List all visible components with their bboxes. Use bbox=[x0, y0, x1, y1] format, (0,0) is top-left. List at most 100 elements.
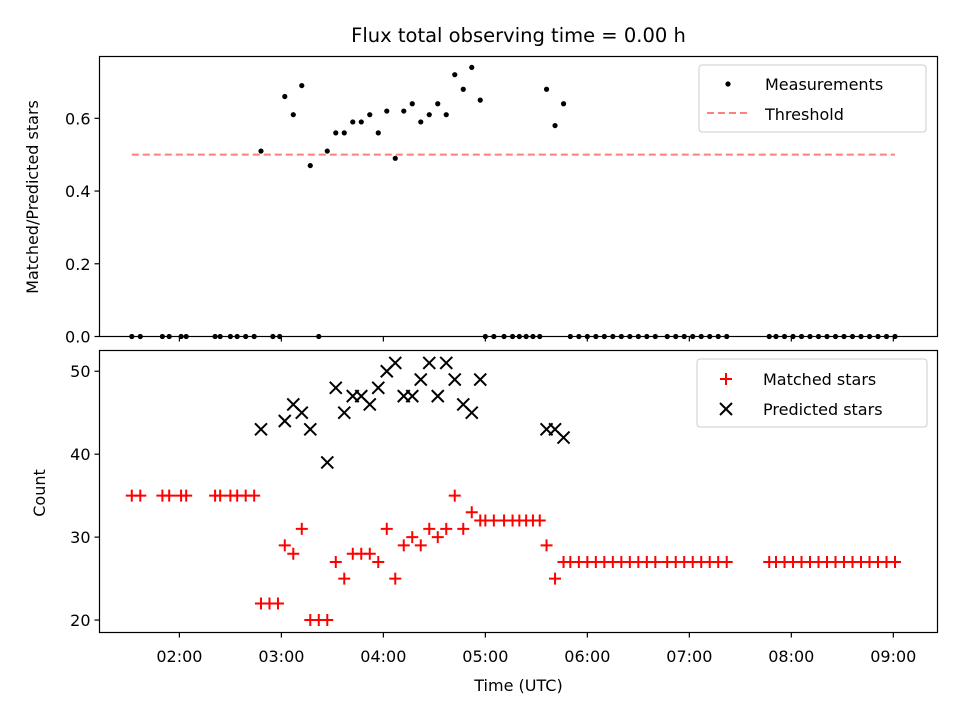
predicted-star-point bbox=[448, 372, 462, 387]
legend-matched-marker bbox=[720, 373, 732, 385]
predicted-star-point bbox=[363, 397, 377, 412]
bottom-x-tick-label: 06:00 bbox=[564, 647, 610, 666]
matched-star-point bbox=[457, 522, 470, 535]
bottom-x-tick-label: 02:00 bbox=[156, 647, 202, 666]
measurement-point bbox=[477, 97, 483, 103]
matched-star-point bbox=[329, 556, 342, 568]
top-legend: Measurements Threshold bbox=[698, 64, 927, 133]
legend-predicted-marker bbox=[719, 402, 733, 416]
measurement-point bbox=[290, 112, 296, 118]
top-y-axis-label: Matched/Predicted stars bbox=[23, 100, 42, 294]
top-panel-marks bbox=[129, 64, 898, 340]
matched-star-point bbox=[248, 489, 261, 502]
bottom-x-tick-label: 03:00 bbox=[258, 647, 304, 666]
matched-star-point bbox=[397, 539, 410, 552]
x-axis-label: Time (UTC) bbox=[473, 676, 562, 695]
matched-star-point bbox=[278, 539, 291, 552]
measurement-point bbox=[258, 148, 264, 154]
top-panel-frame bbox=[98, 55, 939, 338]
measurement-point bbox=[452, 72, 458, 78]
top-x-ticks bbox=[178, 336, 894, 342]
matched-star-point bbox=[448, 489, 461, 502]
bottom-x-tick-label: 04:00 bbox=[360, 647, 406, 666]
matched-star-point bbox=[271, 597, 284, 610]
matched-star-point bbox=[406, 531, 419, 544]
measurement-point bbox=[426, 112, 432, 118]
predicted-star-point bbox=[405, 389, 419, 403]
legend-measurements-marker bbox=[725, 81, 731, 87]
top-y-tick-label: 0.2 bbox=[65, 255, 90, 274]
bottom-x-tick-label: 08:00 bbox=[768, 647, 814, 666]
bottom-panel-marks bbox=[125, 356, 902, 627]
measurement-point bbox=[307, 162, 313, 169]
matched-star-point bbox=[431, 531, 444, 544]
legend-predicted-label: Predicted stars bbox=[763, 400, 883, 419]
matched-star-point bbox=[465, 506, 478, 519]
predicted-star-point bbox=[431, 389, 445, 403]
bottom-y-tick-label: 40 bbox=[70, 445, 90, 464]
top-panel: 0.0 0.2 0.4 0.6 Matched/Predicted stars Mea… bbox=[23, 55, 939, 347]
predicted-star-point bbox=[337, 405, 351, 420]
bottom-y-tick-label: 20 bbox=[70, 611, 90, 630]
matched-star-point bbox=[321, 614, 334, 627]
measurement-point bbox=[282, 93, 288, 100]
bottom-legend-box bbox=[696, 358, 928, 428]
measurement-point bbox=[299, 82, 305, 89]
chart-title: Flux total observing time = 0.00 h bbox=[351, 24, 686, 47]
matched-star-point bbox=[440, 522, 453, 535]
measurement-point bbox=[367, 112, 373, 118]
top-legend-box bbox=[698, 64, 927, 133]
predicted-star-point bbox=[254, 422, 268, 437]
measurement-point bbox=[435, 101, 441, 107]
predicted-star-point bbox=[422, 356, 436, 370]
measurement-point bbox=[350, 119, 356, 125]
bottom-x-tick-label: 07:00 bbox=[666, 647, 712, 666]
predicted-star-point bbox=[320, 455, 334, 470]
measurement-point bbox=[375, 130, 381, 136]
predicted-star-point bbox=[303, 422, 317, 437]
matched-star-point bbox=[214, 489, 227, 502]
predicted-star-point bbox=[473, 372, 487, 387]
matched-star-point bbox=[163, 489, 176, 502]
measurement-point bbox=[543, 86, 550, 92]
matched-star-point bbox=[287, 547, 300, 560]
matched-star-point bbox=[134, 489, 147, 502]
legend-threshold-label: Threshold bbox=[764, 105, 844, 124]
measurement-point bbox=[401, 108, 407, 114]
measurement-point bbox=[324, 148, 330, 154]
measurement-point bbox=[443, 112, 449, 118]
predicted-star-point bbox=[329, 381, 343, 395]
bottom-y-tick-label: 50 bbox=[70, 362, 90, 381]
predicted-star-point bbox=[414, 372, 428, 387]
bottom-legend: Matched stars Predicted stars bbox=[696, 358, 928, 428]
matched-star-point bbox=[338, 572, 351, 585]
measurement-point bbox=[552, 122, 558, 129]
matched-star-point bbox=[649, 556, 662, 568]
measurement-point bbox=[418, 119, 424, 125]
matched-star-point bbox=[389, 572, 402, 585]
top-y-ticks: 0.0 0.2 0.4 0.6 bbox=[65, 109, 100, 347]
predicted-star-point bbox=[388, 356, 402, 370]
predicted-star-point bbox=[439, 356, 453, 370]
matched-star-point bbox=[720, 556, 733, 568]
measurement-point bbox=[409, 101, 415, 107]
predicted-star-point bbox=[295, 405, 309, 420]
bottom-x-tick-label: 05:00 bbox=[462, 647, 508, 666]
matched-star-point bbox=[889, 556, 902, 568]
matched-star-point bbox=[549, 572, 562, 585]
bottom-x-tick-label: 09:00 bbox=[870, 647, 916, 666]
bottom-panel-frame bbox=[98, 349, 939, 634]
measurement-point bbox=[560, 101, 567, 107]
measurement-point bbox=[358, 119, 364, 125]
matched-star-point bbox=[540, 539, 553, 552]
matched-star-point bbox=[180, 489, 193, 502]
bottom-y-axis-label: Count bbox=[30, 469, 49, 517]
matched-star-point bbox=[487, 514, 500, 527]
measurement-point bbox=[469, 64, 475, 71]
matched-star-point bbox=[423, 522, 436, 535]
matched-star-point bbox=[380, 522, 393, 535]
predicted-star-point bbox=[556, 430, 571, 445]
predicted-star-point bbox=[278, 414, 292, 428]
